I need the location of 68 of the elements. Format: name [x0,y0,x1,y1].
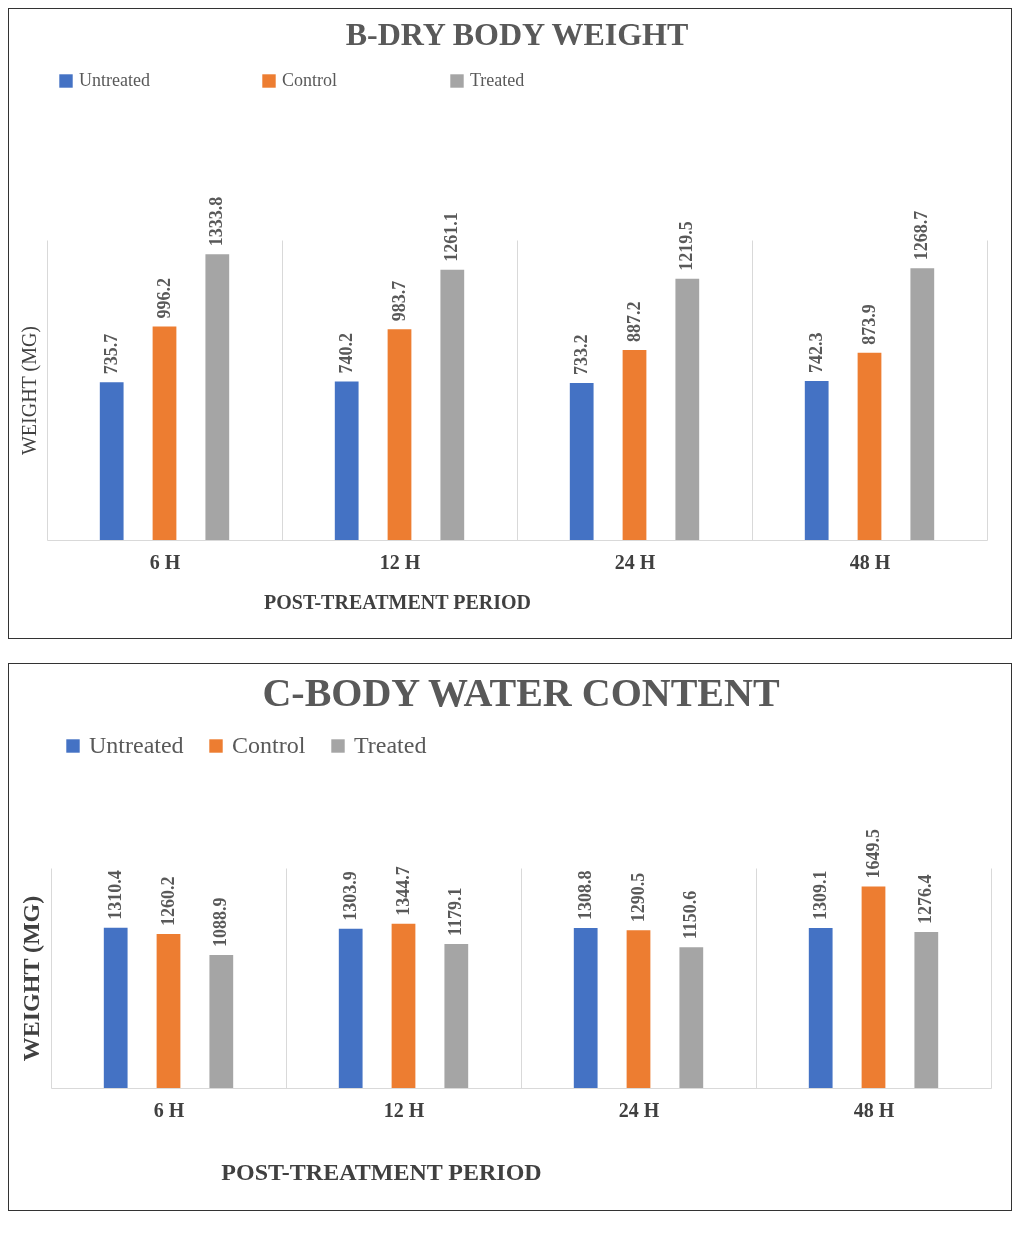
legend-label: Control [232,732,306,758]
bar [444,943,469,1088]
bar [387,329,412,540]
data-label: 873.9 [858,304,879,345]
data-label: 1179.1 [445,887,466,936]
data-label: 1310.4 [104,870,125,920]
x-tick-label: 12 H [379,550,421,573]
bar [209,954,234,1088]
data-label: 742.3 [805,332,826,373]
bar [99,382,124,540]
legend-label: Control [282,70,338,90]
bar [857,352,882,540]
bar [569,382,594,540]
bar [103,927,128,1088]
bar [205,254,230,540]
bar [914,932,939,1088]
data-label: 1276.4 [915,874,936,924]
data-label: 996.2 [153,278,174,319]
bar [910,268,935,540]
bar [152,326,177,540]
x-tick-label: 6 H [153,1098,185,1121]
x-axis-title: POST-TREATMENT PERIOD [264,590,531,613]
data-label: 1308.8 [574,870,595,921]
legend-label: Treated [354,732,427,758]
bar [338,928,363,1088]
y-axis-title: WEIGHT (MG) [17,895,44,1062]
bar [622,349,647,540]
bar [156,933,181,1088]
data-label: 740.2 [335,332,356,374]
data-label: 1344.7 [392,866,413,916]
data-label: 1150.6 [680,890,701,940]
bar [440,269,465,540]
bar [804,380,829,540]
legend-label: Untreated [79,70,150,90]
x-tick-label: 24 H [618,1098,660,1121]
legend-label: Untreated [89,732,184,758]
data-label: 1649.5 [862,828,883,879]
bar [679,947,704,1088]
x-tick-label: 24 H [614,550,656,573]
bar [675,278,700,540]
chart-title: B-DRY BODY WEIGHT [345,16,689,52]
y-axis-title: WEIGHT (MG) [17,325,41,456]
x-tick-label: 48 H [849,550,891,573]
data-label: 1268.7 [911,210,932,261]
x-tick-label: 6 H [149,550,181,573]
data-label: 1290.5 [627,872,648,923]
data-label: 1088.9 [210,897,231,947]
x-tick-label: 48 H [853,1098,895,1121]
chart-title: C-BODY WATER CONTENT [262,670,780,715]
data-label: 887.2 [623,301,644,342]
data-label: 1219.5 [676,221,697,271]
data-label: 1303.9 [339,871,360,921]
x-tick-label: 12 H [383,1098,425,1121]
bar [573,928,598,1088]
x-axis-title: POST-TREATMENT PERIOD [221,1158,542,1185]
bar [626,930,651,1088]
data-label: 1309.1 [809,870,830,920]
data-label: 983.7 [388,280,409,322]
data-label: 1261.1 [441,212,462,262]
data-label: 735.7 [100,333,121,375]
bar [334,381,359,540]
bar [861,886,886,1088]
data-label: 733.2 [570,334,591,375]
bar [808,928,833,1088]
legend-label: Treated [470,70,525,90]
data-label: 1260.2 [157,876,178,926]
bar [391,923,416,1088]
data-label: 1333.8 [206,196,227,247]
